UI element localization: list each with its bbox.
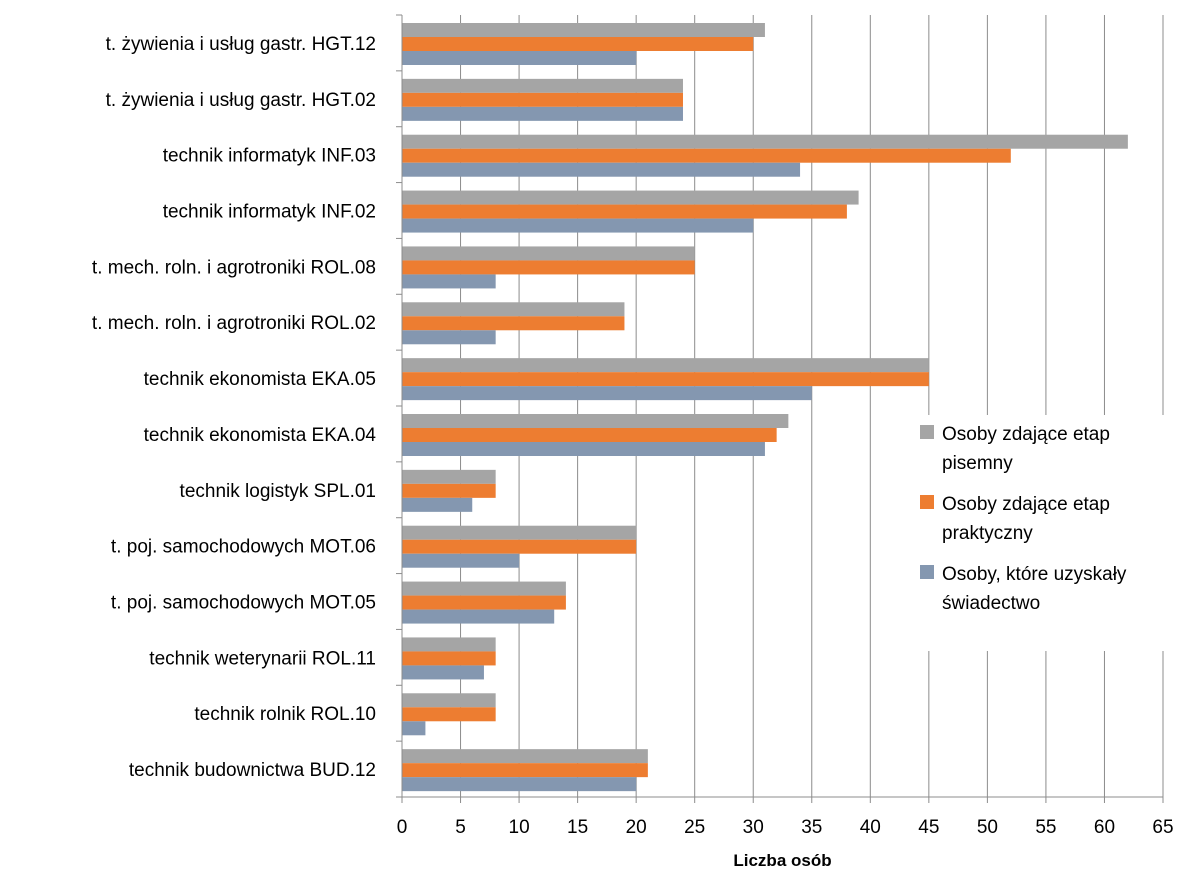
x-tick-label: 60: [1094, 817, 1115, 838]
bar: [402, 23, 765, 37]
bar: [402, 525, 637, 540]
bar: [402, 651, 496, 666]
category-label: technik ekonomista EKA.04: [144, 425, 377, 446]
legend-entry: Osoby zdające etap: [942, 424, 1110, 445]
x-tick-label: 10: [509, 817, 530, 838]
bar: [402, 539, 637, 554]
x-tick-label: 50: [977, 817, 998, 838]
bar: [402, 707, 496, 722]
category-label: technik budownictwa BUD.12: [129, 760, 376, 781]
bar: [402, 190, 859, 205]
bar: [402, 372, 929, 387]
category-label: technik informatyk INF.03: [163, 146, 376, 167]
x-tick-label: 5: [455, 817, 466, 838]
bar: [402, 358, 929, 373]
category-label: t. poj. samochodowych MOT.06: [111, 537, 376, 558]
bar: [402, 483, 496, 498]
bar: [402, 162, 801, 177]
bar: [402, 553, 520, 568]
category-label: technik weterynarii ROL.11: [149, 648, 376, 669]
bar: [402, 721, 426, 736]
bar: [402, 204, 847, 219]
category-label: t. poj. samochodowych MOT.05: [111, 593, 376, 614]
x-tick-label: 45: [918, 817, 939, 838]
bar: [402, 693, 496, 708]
x-tick-labels: 0 5 10 15 20 25 30 35 40 45 50 55 60 65: [397, 817, 1174, 838]
bar: [402, 92, 683, 107]
bar: [402, 274, 496, 289]
bar: [402, 665, 484, 680]
bar: [402, 469, 496, 484]
bar: [402, 763, 648, 778]
category-label: technik rolnik ROL.10: [194, 704, 376, 725]
x-tick-label: 20: [626, 817, 647, 838]
category-label: technik informatyk INF.02: [163, 202, 376, 223]
bar: [402, 497, 473, 512]
bar: [402, 78, 683, 93]
x-tick-label: 40: [860, 817, 881, 838]
legend-background: [916, 415, 1172, 651]
bar: [402, 37, 754, 51]
category-labels: t. żywienia i usług gastr. HGT.12 t. żywi…: [92, 34, 377, 781]
legend-entry: Osoby, które uzyskały: [942, 564, 1127, 585]
bar: [402, 302, 625, 317]
x-tick-label: 55: [1035, 817, 1056, 838]
x-tick-label: 15: [567, 817, 588, 838]
bar: [402, 51, 637, 65]
x-axis-title: Liczba osób: [733, 851, 831, 870]
bar: [402, 428, 777, 442]
x-tick-label: 30: [743, 817, 764, 838]
x-tick-label: 35: [801, 817, 822, 838]
category-label: t. żywienia i usług gastr. HGT.02: [106, 90, 376, 111]
bar: [402, 595, 566, 610]
bar: [402, 749, 648, 764]
category-label: t. żywienia i usług gastr. HGT.12: [106, 34, 376, 55]
category-label: t. mech. roln. i agrotroniki ROL.08: [92, 257, 376, 278]
legend: Osoby zdające etap pisemny Osoby zdające e…: [916, 415, 1172, 651]
bar: [402, 330, 496, 345]
x-tick-label: 25: [684, 817, 705, 838]
legend-entry: świadectwo: [942, 593, 1040, 614]
bar: [402, 246, 695, 261]
legend-swatch: [920, 425, 934, 439]
axes: [396, 14, 1164, 803]
legend-entry: pisemny: [942, 453, 1013, 474]
bar: [402, 609, 555, 624]
bar: [402, 442, 765, 456]
legend-swatch: [920, 565, 934, 579]
legend-entry: praktyczny: [942, 523, 1033, 544]
bar: [402, 134, 1128, 149]
bar: [402, 218, 754, 233]
bar: [402, 106, 683, 121]
bar: [402, 637, 496, 652]
gridlines: [460, 15, 1164, 797]
bar: [402, 777, 637, 792]
category-label: technik logistyk SPL.01: [180, 481, 376, 502]
bar: [402, 414, 789, 428]
x-tick-label: 0: [397, 817, 408, 838]
bar: [402, 316, 625, 331]
bar: [402, 386, 812, 401]
x-tick-label: 65: [1152, 817, 1173, 838]
bars: [402, 23, 1128, 792]
bar: [402, 581, 566, 596]
category-label: technik ekonomista EKA.05: [144, 369, 376, 390]
bar: [402, 148, 1011, 163]
category-label: t. mech. roln. i agrotroniki ROL.02: [92, 313, 376, 334]
legend-swatch: [920, 495, 934, 509]
bar: [402, 260, 695, 275]
legend-entry: Osoby zdające etap: [942, 494, 1110, 515]
